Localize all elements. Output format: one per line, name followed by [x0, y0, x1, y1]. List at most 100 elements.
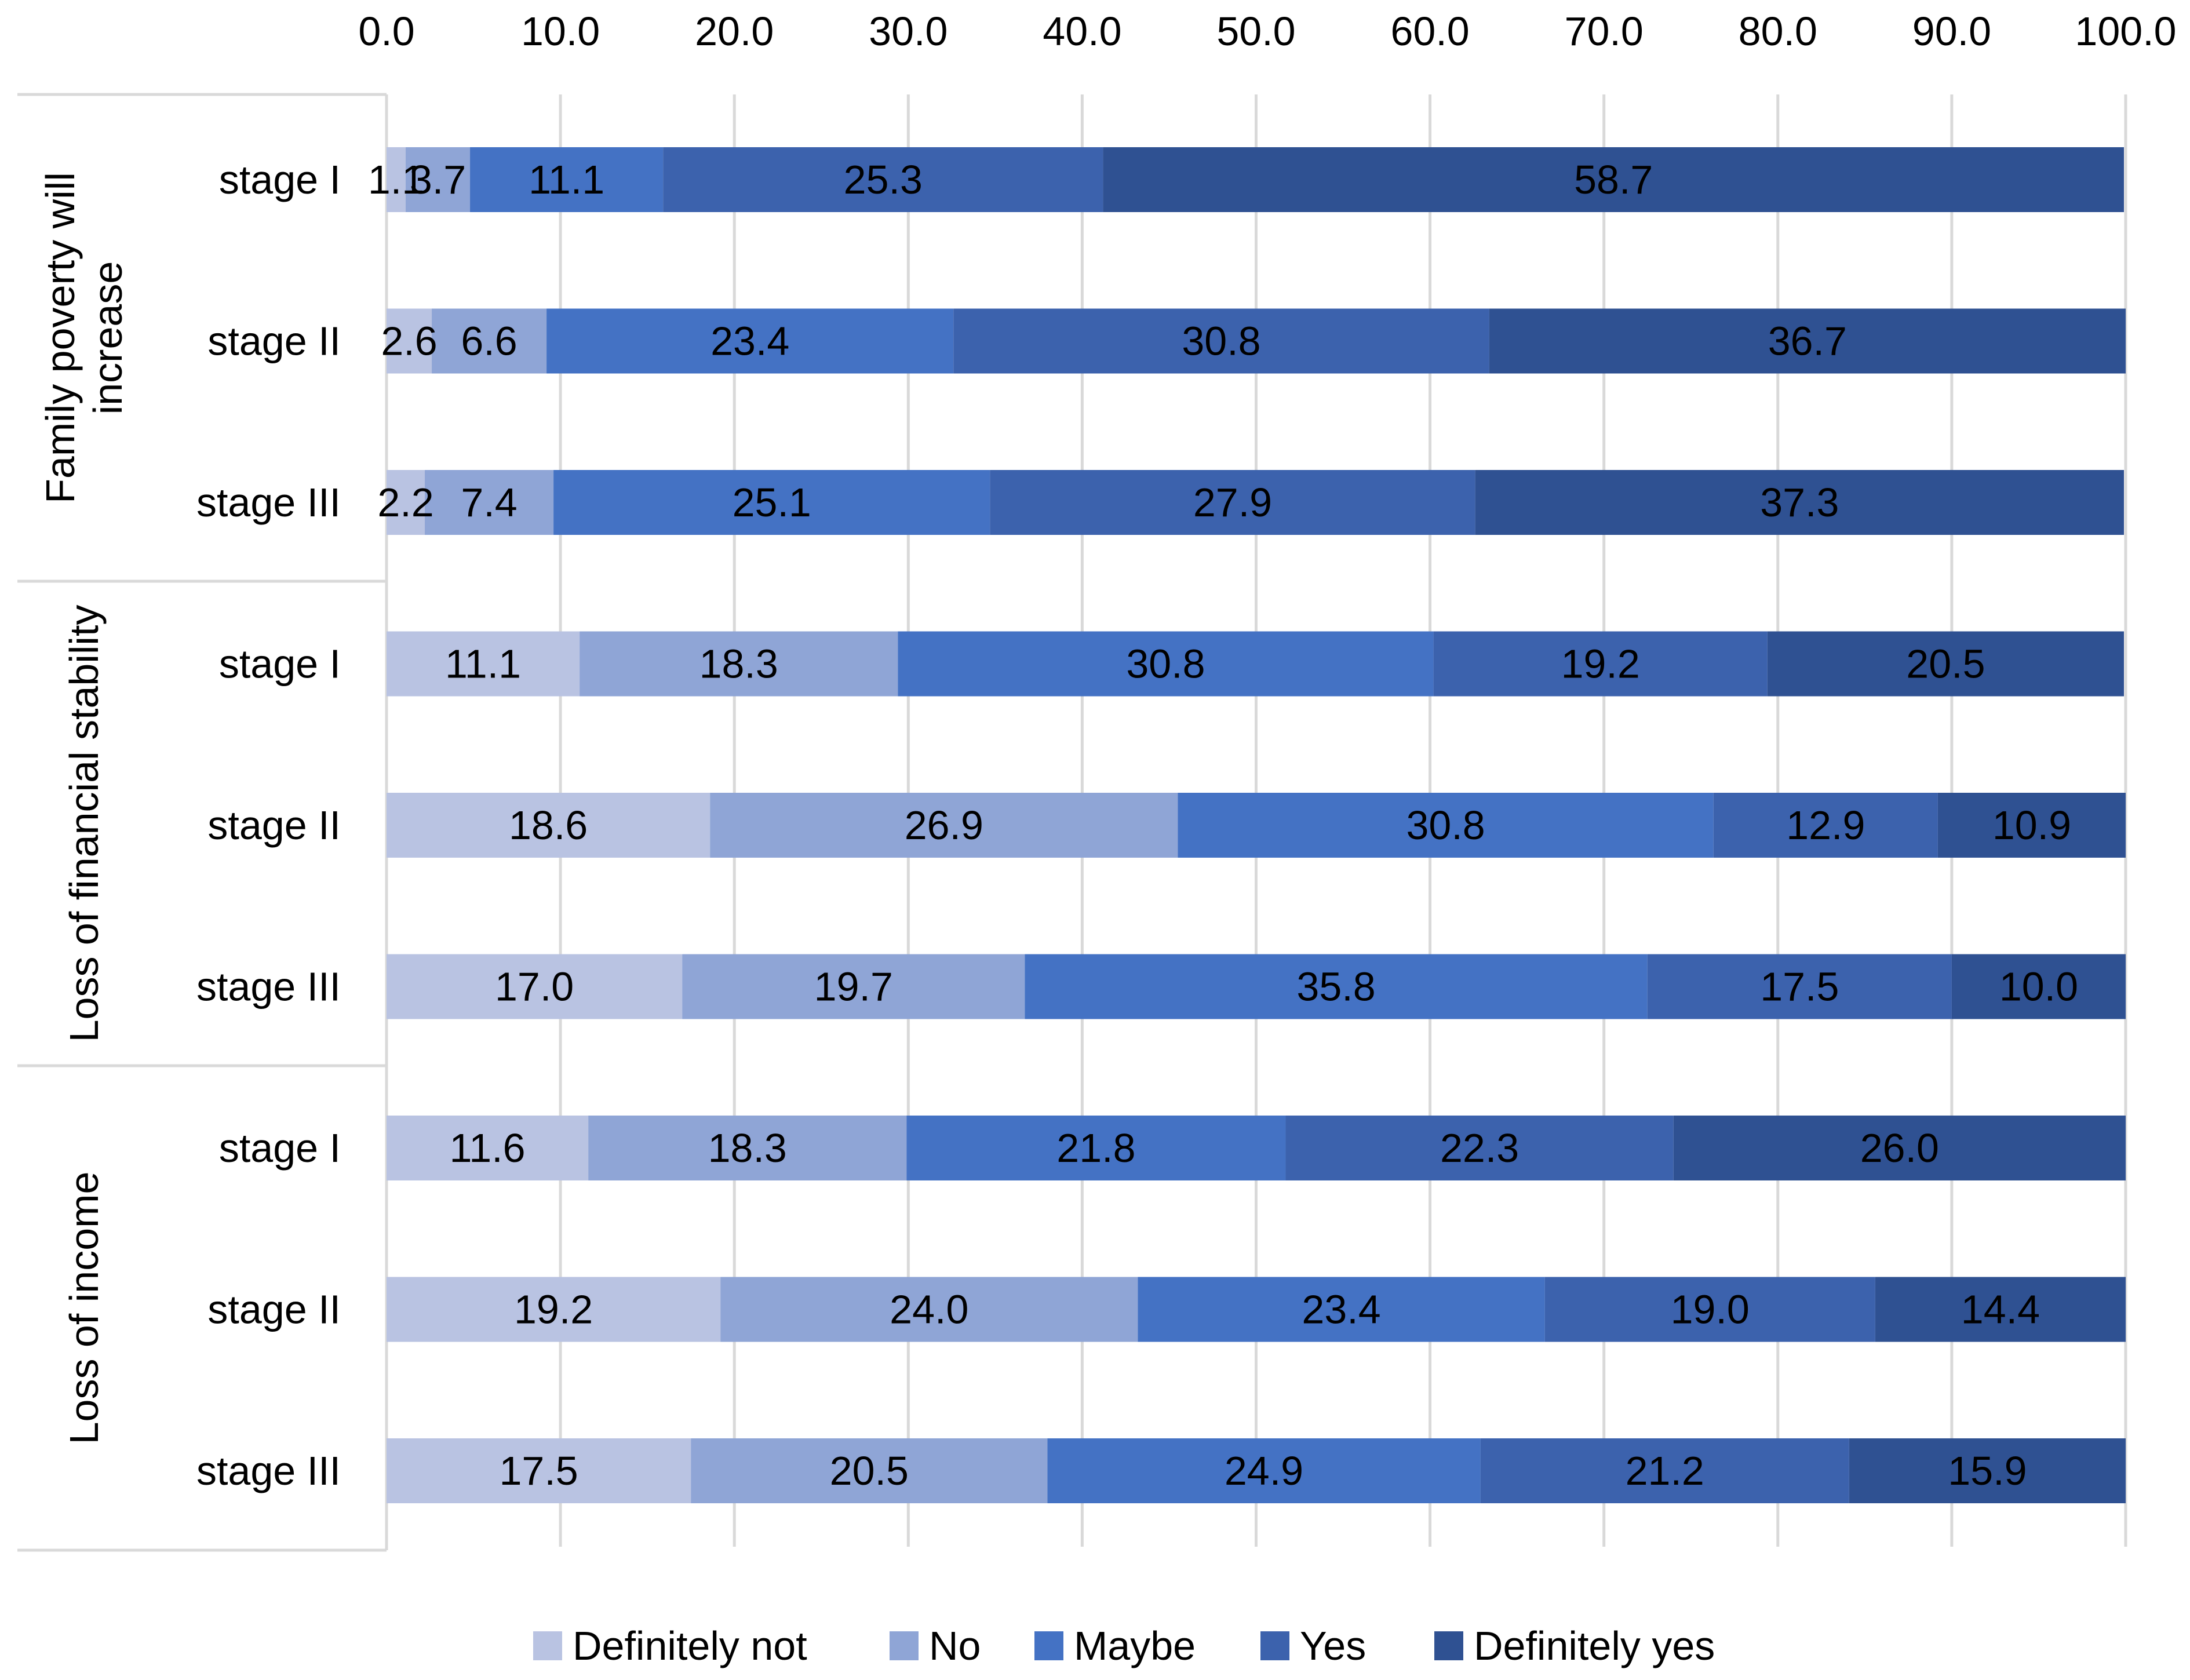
bar-segment — [691, 1438, 1048, 1503]
x-tick-label: 60.0 — [1390, 9, 1469, 54]
data-label: 10.9 — [1992, 803, 2071, 848]
bar-segment — [1673, 1116, 2126, 1180]
data-label: 11.6 — [450, 1125, 526, 1171]
data-label: 30.8 — [1126, 642, 1205, 687]
category-group-labels: Family poverty willincrease Loss of finan… — [38, 172, 130, 1444]
x-tick-label: 30.0 — [869, 9, 948, 54]
data-label: 30.8 — [1406, 803, 1485, 848]
bar-segment — [387, 631, 580, 697]
bar-segment — [387, 1116, 589, 1180]
bar-segment — [580, 631, 898, 697]
group-label-line: Loss of financial stability — [61, 605, 107, 1043]
bar-segment — [1544, 1277, 1875, 1342]
bar-segment — [387, 470, 425, 535]
data-label: 2.2 — [377, 480, 433, 525]
bar-segment — [710, 793, 1178, 858]
legend-label: Maybe — [1074, 1623, 1196, 1668]
data-label: 23.4 — [1302, 1287, 1380, 1332]
bar-segment — [588, 1116, 907, 1180]
group-label-line: Loss of income — [61, 1172, 107, 1445]
x-axis-tick-labels: 0.0 10.0 20.0 30.0 40.0 50.0 60.0 70.0 80.0 90.0 1… — [358, 9, 2176, 54]
legend-label: Definitely yes — [1474, 1623, 1715, 1668]
data-label: 19.2 — [514, 1287, 593, 1332]
x-tick-label: 100.0 — [2075, 9, 2176, 54]
data-label: 15.9 — [1948, 1448, 2027, 1493]
bar-segment — [387, 308, 432, 374]
bar-segment — [1138, 1277, 1545, 1342]
bar-segment — [1647, 954, 1952, 1019]
data-label: 35.8 — [1296, 964, 1375, 1010]
data-label: 1.1 — [368, 157, 424, 202]
row-label: stage I — [219, 157, 341, 202]
bar-segment — [663, 147, 1103, 212]
data-label: 20.5 — [1906, 642, 1985, 687]
bar-segment — [387, 147, 406, 212]
data-label: 11.1 — [445, 642, 521, 687]
legend-swatch — [1434, 1631, 1463, 1660]
bar-segment — [387, 1438, 691, 1503]
bar-segment — [1767, 631, 2124, 697]
data-label: 3.7 — [410, 157, 466, 202]
row-label: stage III — [196, 964, 341, 1010]
bar-segment — [953, 308, 1489, 374]
legend-swatch — [533, 1631, 562, 1660]
data-label: 25.3 — [844, 157, 923, 202]
data-label: 11.1 — [529, 157, 604, 202]
x-tick-label: 0.0 — [358, 9, 414, 54]
bar-segment — [906, 1116, 1286, 1180]
bar-segment — [425, 470, 554, 535]
row-label: stage III — [196, 1448, 341, 1493]
data-label: 37.3 — [1760, 480, 1839, 525]
data-label: 18.3 — [708, 1125, 787, 1171]
data-label: 25.1 — [733, 480, 811, 525]
data-label: 30.8 — [1182, 319, 1260, 364]
data-label: 24.0 — [890, 1287, 968, 1332]
bar-segment — [898, 631, 1434, 697]
data-label: 23.4 — [710, 319, 789, 364]
data-label: 12.9 — [1786, 803, 1865, 848]
data-label: 26.9 — [905, 803, 983, 848]
x-tick-label: 20.0 — [695, 9, 774, 54]
data-label: 22.3 — [1440, 1125, 1519, 1171]
bar-segment — [387, 1277, 721, 1342]
bar-segment — [1433, 631, 1768, 697]
legend-swatch — [1034, 1631, 1063, 1660]
row-label: stage II — [207, 803, 341, 848]
bar-segment — [470, 147, 664, 212]
data-label: 17.5 — [1760, 964, 1839, 1010]
bar-segment — [1951, 954, 2126, 1019]
data-label: 58.7 — [1574, 157, 1653, 202]
bar-segment — [546, 308, 954, 374]
data-label: 21.2 — [1626, 1448, 1704, 1493]
data-labels: 1.13.7 11.1 25.3 58.7 2.6 6.6 23.4 30.8 36.7 2.2 7… — [368, 157, 2078, 1493]
x-tick-label: 70.0 — [1565, 9, 1644, 54]
data-label: 17.5 — [499, 1448, 578, 1493]
legend-label: Definitely not — [573, 1623, 807, 1668]
bar-segment — [1025, 954, 1648, 1019]
data-label: 10.0 — [1999, 964, 2078, 1010]
data-label: 26.0 — [1860, 1125, 1939, 1171]
data-label: 20.5 — [830, 1448, 909, 1493]
legend-swatch — [890, 1631, 919, 1660]
bar-segment — [1103, 147, 2124, 212]
bar-segment — [1178, 793, 1714, 858]
group-label-line: increase — [85, 261, 130, 415]
x-tick-label: 40.0 — [1043, 9, 1121, 54]
data-label: 18.3 — [699, 642, 778, 687]
bar-segment — [1285, 1116, 1674, 1180]
bar-segment — [387, 793, 710, 858]
data-label: 19.0 — [1671, 1287, 1750, 1332]
bar-segment — [406, 147, 471, 212]
bar-segment — [1875, 1277, 2126, 1342]
data-label: 27.9 — [1193, 480, 1272, 525]
bar-segment — [387, 954, 683, 1019]
row-label: stage III — [196, 480, 341, 525]
x-tick-label: 50.0 — [1216, 9, 1295, 54]
data-label: 17.0 — [495, 964, 574, 1010]
x-tick-label: 10.0 — [521, 9, 600, 54]
legend: Definitely not No Maybe Yes Definitely yes — [533, 1623, 1715, 1668]
bar-segment — [553, 470, 990, 535]
bar-segment — [1475, 470, 2124, 535]
